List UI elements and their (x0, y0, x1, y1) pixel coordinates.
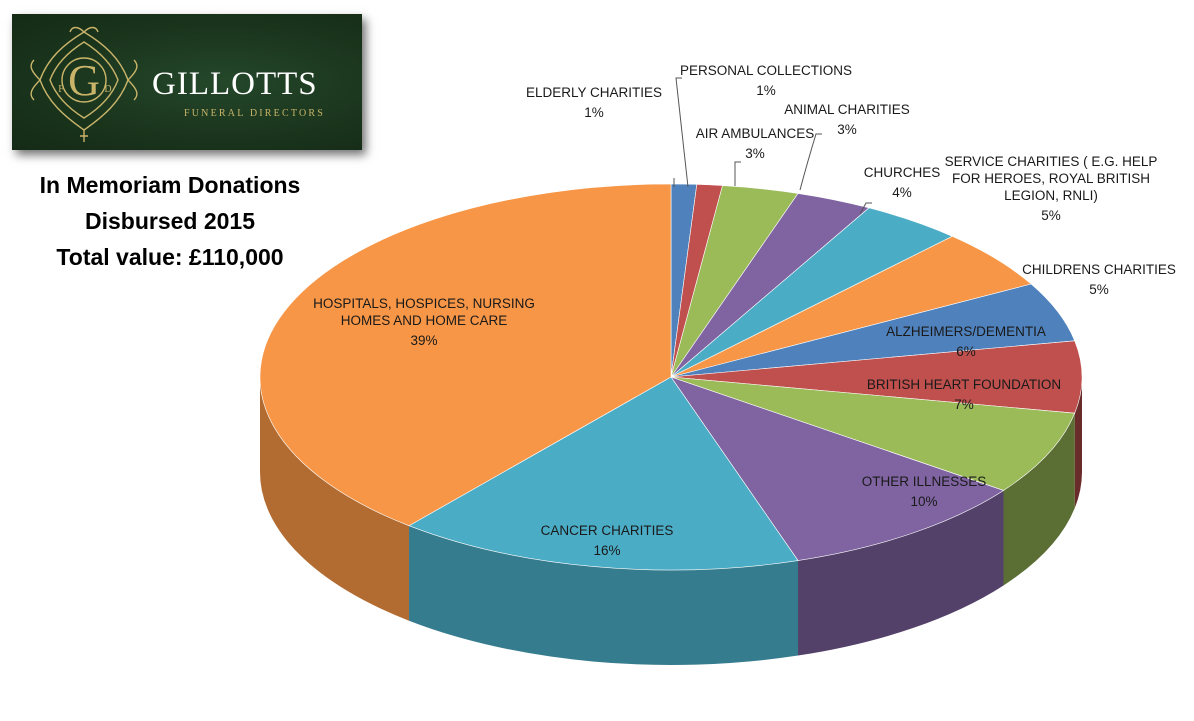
chart-title-line-3: Total value: £110,000 (56, 244, 284, 270)
pie-slice-11 (408, 376, 799, 571)
pie-slice-12 (259, 183, 672, 527)
pie-side-8 (1074, 377, 1082, 509)
pie-slice-10 (670, 376, 1005, 561)
slice-name-4-line-1: ANIMAL CHARITIES (784, 102, 910, 117)
pie-side-9 (1003, 413, 1075, 586)
slice-name-8-line-1: ALZHEIMERS/DEMENTIA (886, 324, 1046, 339)
slice-percent-8: 6% (956, 344, 976, 359)
leader-line-2 (675, 77, 689, 188)
chart-title-line-2: Disbursed 2015 (84, 208, 256, 234)
company-name: GILLOTTS (152, 66, 318, 102)
slice-percent-11: 16% (593, 543, 620, 558)
slice-percent-10: 10% (910, 494, 937, 509)
slice-name-2-line-1: PERSONAL COLLECTIONS (680, 63, 852, 78)
slice-percent-5: 4% (892, 185, 912, 200)
pie-side-walls (260, 377, 1082, 665)
slice-percent-3: 3% (745, 146, 765, 161)
slice-name-3-line-1: AIR AMBULANCES (696, 126, 815, 141)
gillotts-logo: G F D GILLOTTS FUNERAL DIRECTORS (12, 14, 362, 150)
slice-percent-7: 5% (1089, 282, 1109, 297)
slice-name-11-line-1: CANCER CHARITIES (541, 523, 674, 538)
monogram-letter: G (68, 56, 100, 105)
slice-name-6-line-3: LEGION, RNLI) (1004, 188, 1098, 203)
slice-name-12-line-1: HOSPITALS, HOSPICES, NURSING (313, 296, 535, 311)
pie-side-10 (798, 490, 1004, 656)
pie-side-12 (260, 377, 410, 621)
pie-labels: ELDERLY CHARITIES 1% PERSONAL COLLECTIONS 1… (313, 63, 1176, 558)
slice-percent-12: 39% (410, 333, 437, 348)
pie-slice-9 (670, 376, 1076, 491)
slice-name-12-line-2: HOMES AND HOME CARE (341, 313, 508, 328)
pie-side-11 (409, 525, 799, 665)
monogram-left-letter: F (58, 84, 64, 95)
slice-percent-1: 1% (584, 105, 604, 120)
company-subtitle: FUNERAL DIRECTORS (184, 108, 326, 119)
monogram-right-letter: D (104, 84, 111, 95)
slice-name-10-line-1: OTHER ILLNESSES (862, 474, 987, 489)
leader-line-3 (734, 161, 741, 186)
slice-percent-4: 3% (837, 122, 857, 137)
pie-top-faces (259, 183, 1083, 571)
slice-percent-6: 5% (1041, 208, 1061, 223)
slice-percent-9: 7% (954, 397, 974, 412)
leader-line-4 (799, 133, 822, 191)
pie-slice-8 (670, 340, 1083, 414)
monogram-emblem: G F D (30, 26, 138, 142)
slice-name-6-line-1: SERVICE CHARITIES ( E.G. HELP (945, 154, 1158, 169)
leader-line-5 (859, 202, 872, 215)
slice-name-7-line-1: CHILDRENS CHARITIES (1022, 262, 1176, 277)
slice-percent-2: 1% (756, 83, 776, 98)
slice-name-6-line-2: FOR HEROES, ROYAL BRITISH (952, 171, 1150, 186)
chart-title-line-1: In Memoriam Donations (39, 172, 301, 198)
slice-name-5-line-1: CHURCHES (864, 165, 941, 180)
slice-name-9-line-1: BRITISH HEART FOUNDATION (867, 377, 1061, 392)
slice-name-1-line-1: ELDERLY CHARITIES (526, 85, 662, 100)
